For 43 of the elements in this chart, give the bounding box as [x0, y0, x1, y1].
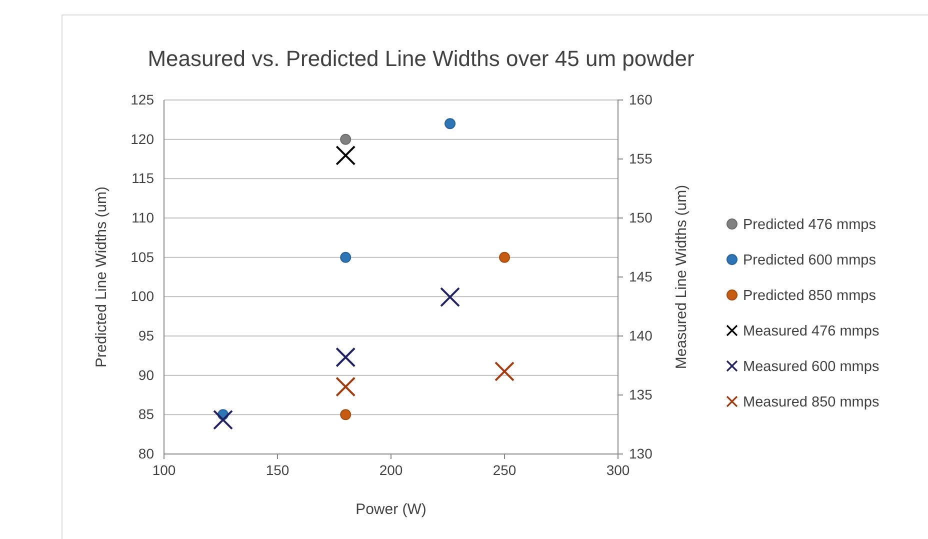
- y2-tick-label: 145: [629, 268, 653, 284]
- point: [340, 134, 352, 145]
- point: [340, 252, 352, 263]
- point: [444, 118, 456, 130]
- y2-tick-label: 160: [629, 91, 653, 108]
- y2-axis-title: Measured Line Widths (um): [673, 184, 690, 370]
- point: [336, 347, 356, 368]
- point: [440, 287, 460, 308]
- point: [494, 361, 514, 382]
- y-tick-label: 115: [132, 170, 154, 186]
- point: [336, 376, 356, 397]
- y2-tick-label: 130: [629, 445, 653, 462]
- legend-label: Measured 600 mmps: [743, 359, 880, 375]
- y2-tick-label: 140: [629, 327, 653, 344]
- y2-tick-label: 135: [629, 386, 653, 402]
- legend-label: Measured 476 mmps: [743, 324, 880, 340]
- legend-label: Predicted 600 mmps: [743, 252, 876, 268]
- x-tick-label: 200: [379, 462, 403, 478]
- x-axis-title: Power (W): [356, 501, 426, 518]
- legend-label: Predicted 850 mmps: [743, 288, 876, 304]
- y-tick-label: 100: [130, 288, 154, 304]
- chart-title: Measured vs. Predicted Line Widths over 45 um powder: [148, 46, 694, 71]
- y-tick-label: 120: [130, 130, 154, 147]
- point: [213, 410, 234, 430]
- point: [499, 252, 510, 263]
- x-tick-label: 100: [152, 462, 176, 478]
- y2-tick-label: 155: [629, 150, 653, 166]
- y-tick-label: 125: [130, 91, 154, 108]
- y-tick-label: 105: [130, 248, 154, 265]
- legend-label: Measured 850 mmps: [743, 394, 880, 410]
- x-tick-label: 150: [266, 462, 290, 478]
- y-tick-label: 90: [138, 366, 154, 383]
- legend-label: Predicted 476 mmps: [743, 217, 876, 233]
- y2-tick-label: 150: [629, 209, 653, 226]
- y-tick-label: 80: [138, 445, 154, 462]
- y-tick-label: 85: [138, 406, 154, 422]
- y-tick-label: 95: [138, 327, 154, 344]
- point: [336, 145, 356, 166]
- y-tick-label: 110: [132, 209, 154, 226]
- x-tick-label: 250: [492, 462, 516, 478]
- y-axis-title: Predicted Line Widths (um): [93, 186, 110, 368]
- x-tick-label: 300: [606, 462, 630, 478]
- point: [340, 409, 352, 420]
